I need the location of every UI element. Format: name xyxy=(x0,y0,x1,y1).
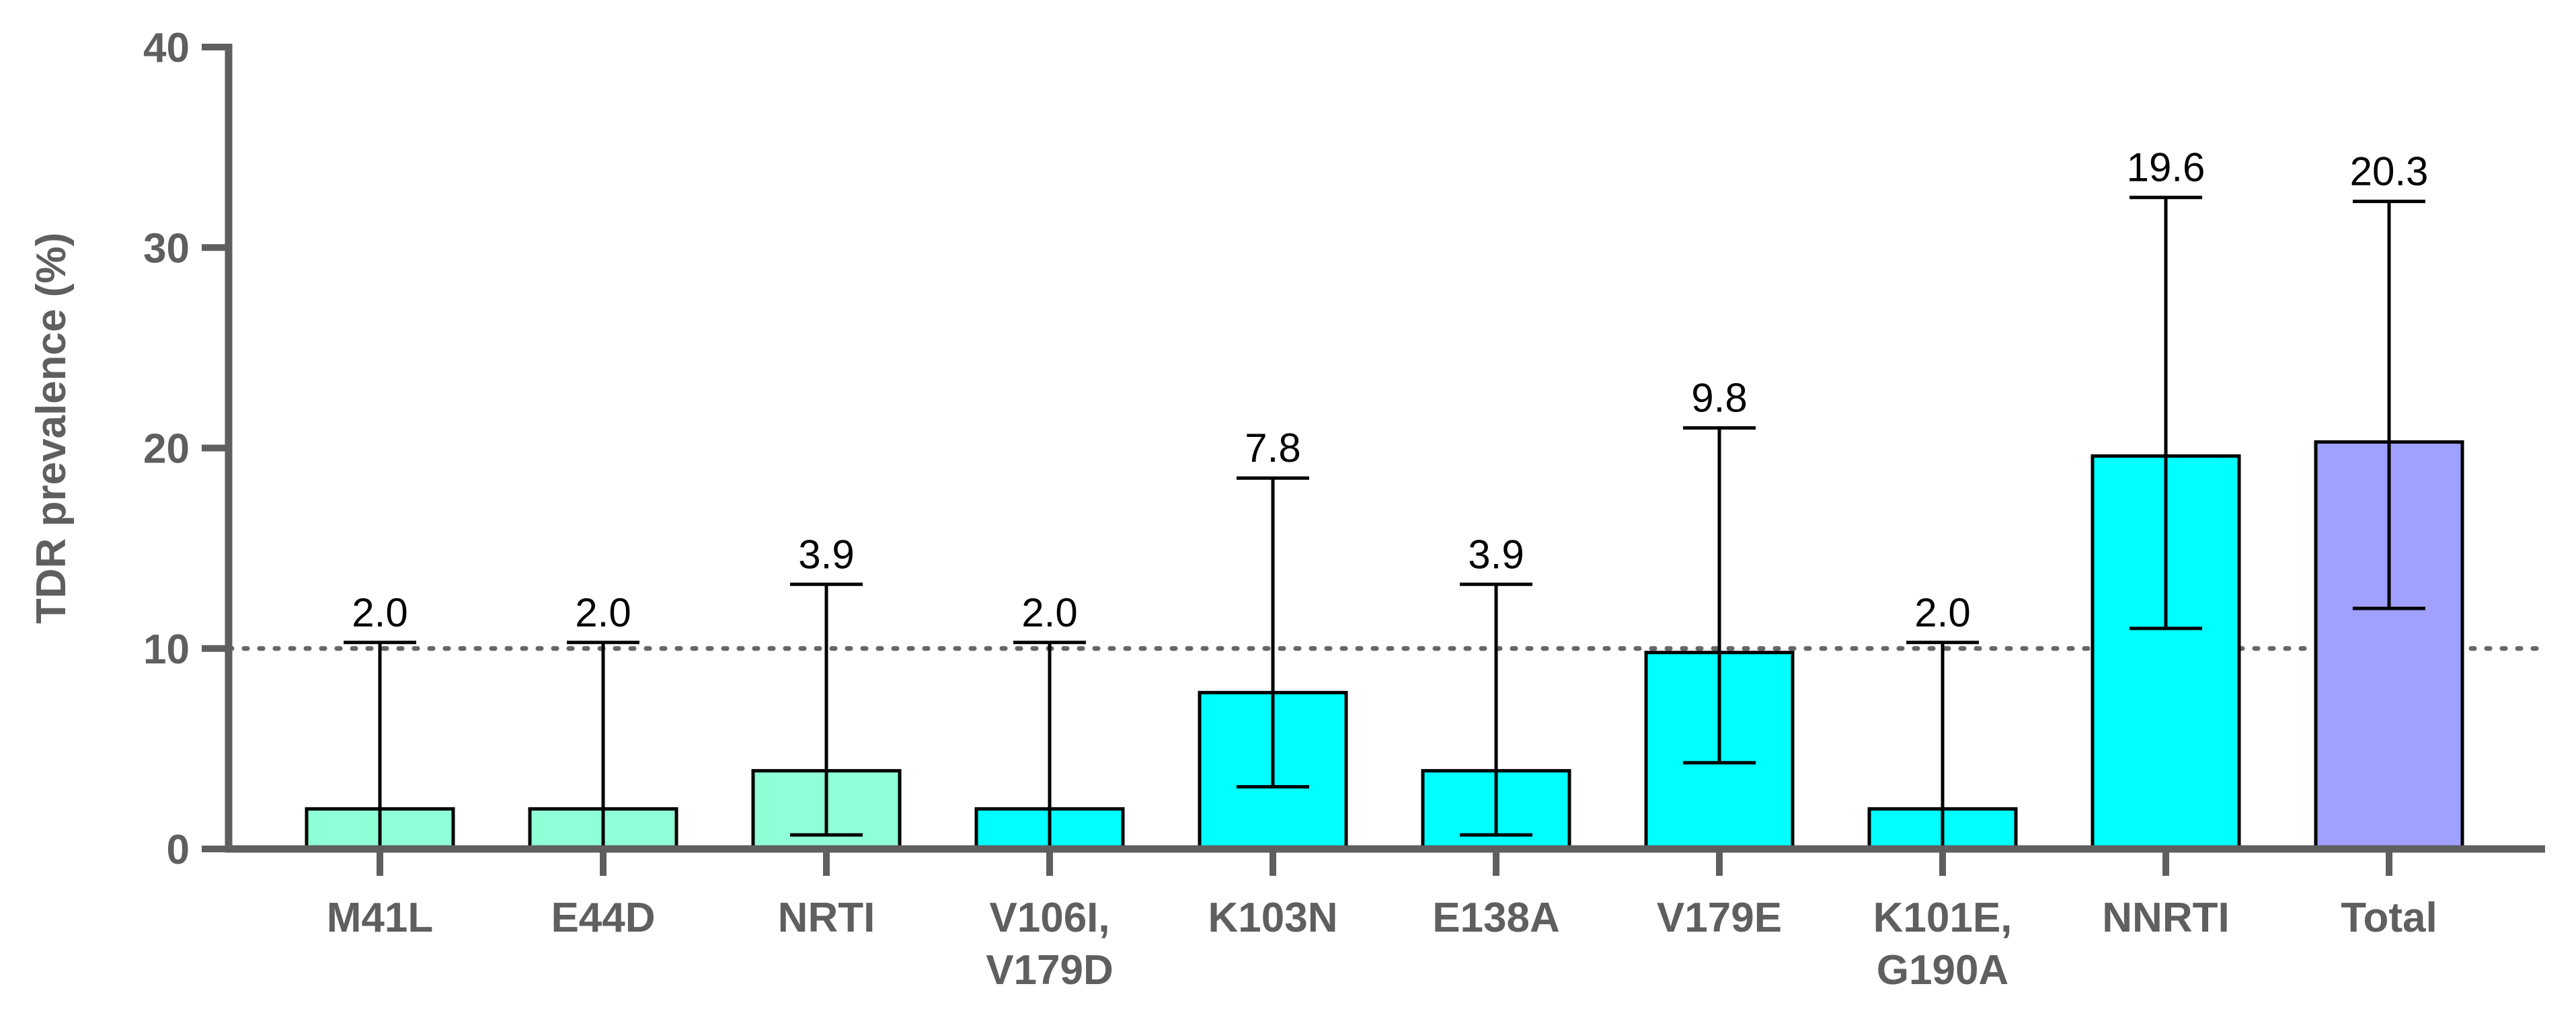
value-label: 2.0 xyxy=(352,590,407,635)
value-label: 3.9 xyxy=(1468,532,1524,577)
x-tick-label: M41L xyxy=(327,895,433,941)
bars-layer xyxy=(305,440,2464,851)
axes-layer xyxy=(202,44,2545,876)
x-tick-label: Total xyxy=(2341,895,2437,941)
y-tick-label: 30 xyxy=(143,225,190,272)
value-label: 2.0 xyxy=(1914,590,1970,635)
value-label: 19.6 xyxy=(2127,145,2206,190)
y-tick-label: 10 xyxy=(143,626,190,673)
x-tick-label: NRTI xyxy=(778,895,875,941)
y-tick-label: 40 xyxy=(143,25,190,71)
labels-layer: 2.0 M41L 2.0 E44D 3.9 NRTI 2.0 V106I, V179D 7.8 K1… xyxy=(143,25,2437,993)
value-label: 2.0 xyxy=(1021,590,1077,635)
value-label: 3.9 xyxy=(798,532,854,577)
y-axis-title: TDR prevalence (%) xyxy=(28,233,75,624)
x-tick-label: K103N xyxy=(1208,895,1338,941)
x-tick-label: V106I, V179D xyxy=(986,895,1114,993)
x-tick-label: K101E, G190A xyxy=(1873,895,2013,993)
x-tick-label: V179E xyxy=(1657,895,1782,941)
value-label: 7.8 xyxy=(1245,425,1300,471)
x-tick-label: E44D xyxy=(551,895,655,941)
value-label: 20.3 xyxy=(2350,149,2429,194)
x-tick-label: E138A xyxy=(1432,895,1560,941)
x-tick-label: NNRTI xyxy=(2102,895,2229,941)
value-label: 9.8 xyxy=(1691,376,1747,421)
y-tick-label: 20 xyxy=(143,426,190,473)
value-label: 2.0 xyxy=(575,590,631,635)
y-tick-label: 0 xyxy=(167,827,190,873)
